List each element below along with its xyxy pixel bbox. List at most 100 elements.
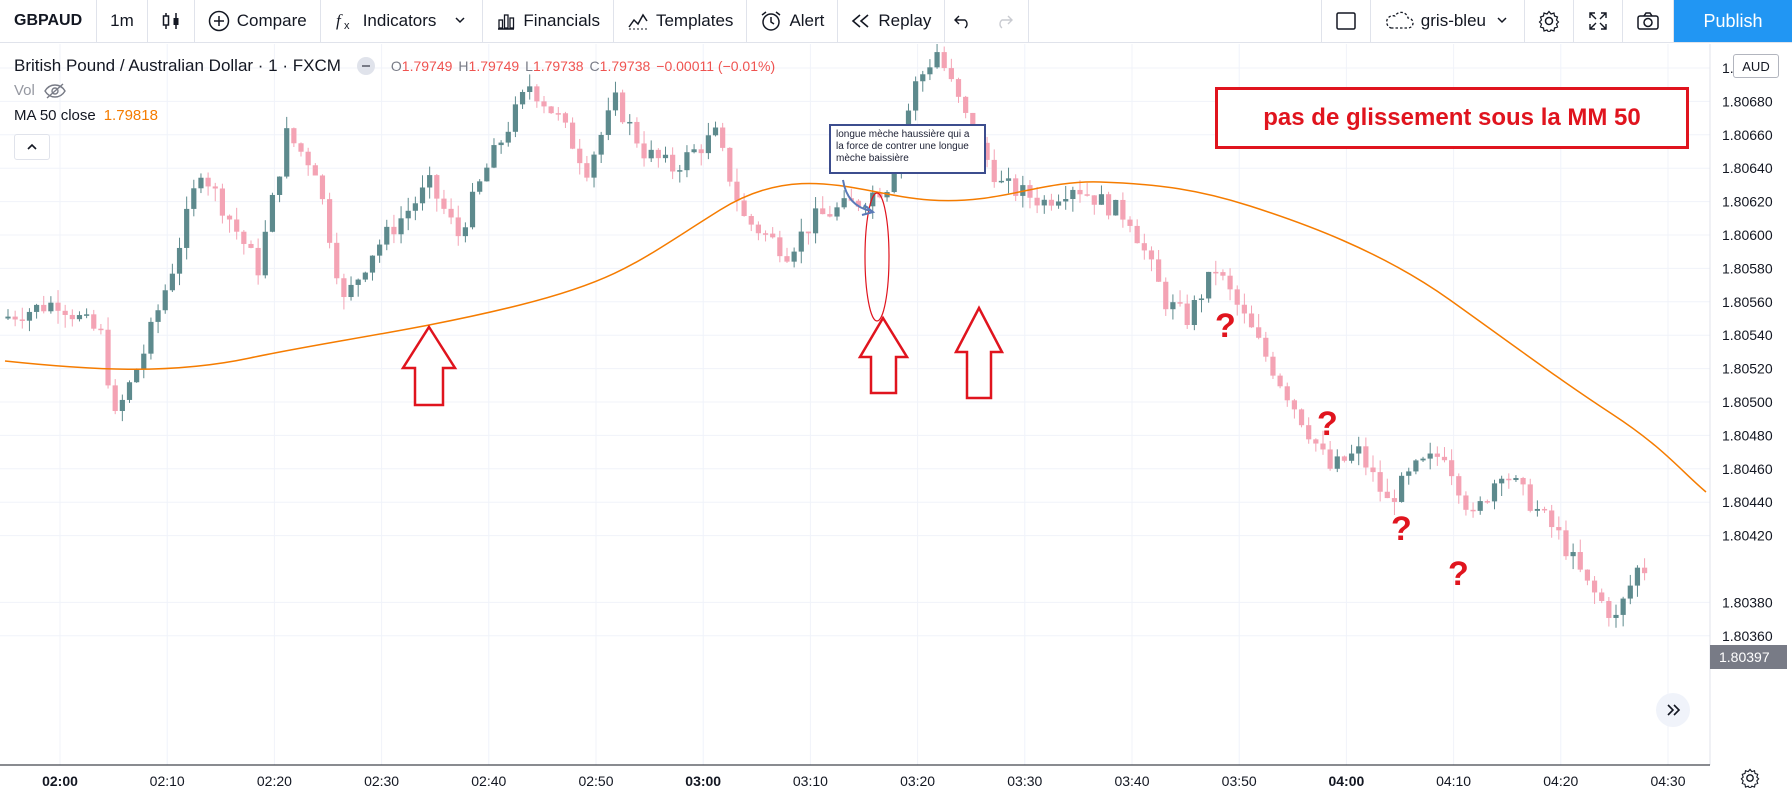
candle-body <box>1063 199 1069 202</box>
question-mark-3[interactable]: ? <box>1391 510 1412 548</box>
candle-body <box>562 113 569 123</box>
candle-body <box>634 121 640 144</box>
candle-body <box>677 170 683 172</box>
candle-body <box>598 134 604 155</box>
scroll-to-realtime-button[interactable] <box>1656 693 1690 727</box>
settings-button[interactable] <box>1525 0 1574 42</box>
candle-body <box>1177 302 1183 304</box>
replay-button[interactable]: Replay <box>838 0 946 42</box>
time-tick-label: 04:10 <box>1436 773 1471 789</box>
eye-crossed-icon[interactable] <box>43 82 67 100</box>
candle-body <box>1055 201 1062 206</box>
ma-legend-row: MA 50 close 1.79818 <box>14 103 781 128</box>
candle-body <box>1341 456 1348 461</box>
price-tick-label: 1.80360 <box>1722 628 1773 644</box>
chevron-down-icon[interactable] <box>443 15 469 27</box>
candle-body <box>484 167 490 182</box>
camera-icon <box>1637 12 1659 30</box>
wick-highlight-ellipse <box>864 192 890 322</box>
candle-body <box>720 127 726 148</box>
fullscreen-button[interactable] <box>1574 0 1623 42</box>
candle-body <box>541 101 547 107</box>
candle-body <box>327 199 333 243</box>
candle-body <box>1570 552 1576 557</box>
candle-body <box>1441 456 1448 461</box>
candle-body <box>955 79 962 97</box>
candle-body <box>1127 219 1133 226</box>
candle-body <box>1327 449 1333 469</box>
chart-type-button[interactable] <box>148 0 195 42</box>
candle-body <box>555 113 561 115</box>
compare-button[interactable]: Compare <box>195 0 321 42</box>
candle-body <box>1420 458 1426 461</box>
candle-body <box>377 244 383 256</box>
layout-name-button[interactable]: gris-bleu <box>1371 0 1525 42</box>
candle-body <box>1406 471 1412 476</box>
annotation-note-box[interactable]: longue mèche haussière qui a la force de… <box>829 124 986 174</box>
interval-label: 1m <box>110 11 134 30</box>
candle-body <box>755 224 761 234</box>
candle-body <box>1399 475 1405 502</box>
collapse-legend-button[interactable] <box>14 134 50 160</box>
price-tick-label: 1.80460 <box>1722 461 1773 477</box>
symbol-legend-row: British Pound / Australian Dollar · 1 · … <box>14 53 781 78</box>
price-tick-label: 1.80480 <box>1722 427 1773 443</box>
candle-body <box>1170 302 1176 310</box>
price-axis: 1.807001.806801.806601.806401.806201.806… <box>1722 60 1773 644</box>
candle-body <box>569 122 576 149</box>
candle-body <box>362 272 368 280</box>
candle-body <box>169 273 175 291</box>
alert-button[interactable]: Alert <box>747 0 839 42</box>
layout-select-button[interactable] <box>1320 0 1371 42</box>
scale-settings-button[interactable] <box>1740 768 1760 793</box>
candle-body <box>855 200 862 207</box>
candle-body <box>905 110 912 137</box>
price-chart[interactable]: 1.807001.806801.806601.806401.806201.806… <box>0 44 1792 799</box>
symbol-search-button[interactable]: GBPAUD <box>0 0 98 42</box>
candle-body <box>455 217 461 237</box>
candle-body <box>1591 580 1598 593</box>
candle-body <box>748 216 754 225</box>
publish-button[interactable]: Publish <box>1674 0 1792 42</box>
low-value: 1.79738 <box>532 57 584 74</box>
candle-body <box>262 231 268 276</box>
candle-body <box>1613 614 1619 618</box>
candle-body <box>98 328 104 331</box>
question-mark-4[interactable]: ? <box>1448 555 1469 593</box>
candle-body <box>1027 185 1033 198</box>
candle-body <box>1013 178 1019 196</box>
candle-body <box>134 369 140 383</box>
candle-body <box>805 231 812 234</box>
candle-body <box>798 231 804 252</box>
currency-tag[interactable]: AUD <box>1733 54 1779 78</box>
templates-button[interactable]: Templates <box>614 0 748 42</box>
financials-button[interactable]: Financials <box>483 0 614 42</box>
candle-body <box>255 247 261 276</box>
candle-body <box>784 256 790 262</box>
candle-body <box>405 210 411 219</box>
candle-body <box>1320 443 1326 450</box>
open-label: O <box>390 57 402 74</box>
candle-body <box>41 304 47 312</box>
undo-button[interactable] <box>945 0 981 42</box>
chart-pane[interactable]: 1.807001.806801.806601.806401.806201.806… <box>0 44 1792 799</box>
candle-body <box>198 177 204 189</box>
question-mark-2[interactable]: ? <box>1317 405 1338 443</box>
snapshot-button[interactable] <box>1623 0 1674 42</box>
candle-body <box>284 128 290 177</box>
hide-series-button[interactable] <box>356 56 375 75</box>
annotation-title-box[interactable]: pas de glissement sous la MM 50 <box>1215 87 1689 149</box>
interval-button[interactable]: 1m <box>97 0 148 42</box>
question-mark-1[interactable]: ? <box>1215 307 1236 345</box>
time-tick-label: 03:20 <box>900 773 935 789</box>
alarm-clock-icon <box>761 11 781 31</box>
redo-button[interactable] <box>981 0 1030 42</box>
candle-body <box>691 149 697 153</box>
candle-body <box>26 311 33 321</box>
candle-body <box>1520 478 1526 485</box>
candle-body <box>998 180 1004 183</box>
candle-body <box>491 145 497 168</box>
candle-body <box>684 152 690 171</box>
